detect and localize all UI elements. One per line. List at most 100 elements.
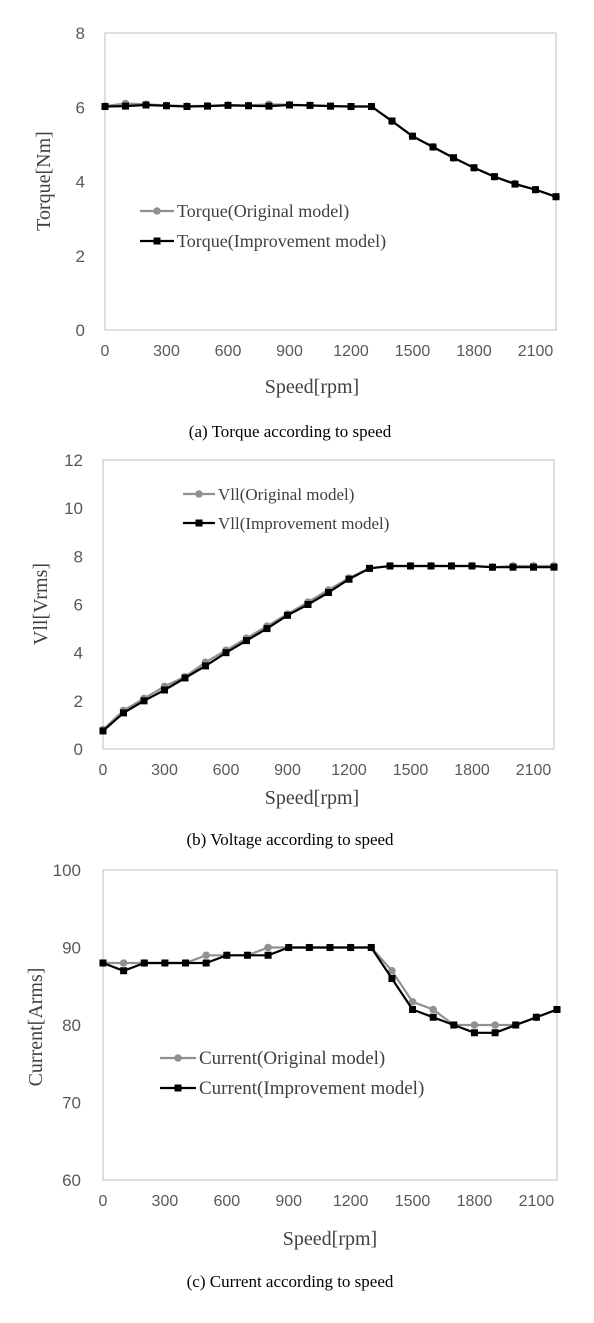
data-point <box>367 944 375 951</box>
x-tick-label: 300 <box>152 1193 179 1210</box>
data-point <box>450 1021 458 1029</box>
series-line <box>103 946 558 1027</box>
legend-marker <box>174 1054 182 1062</box>
data-point <box>264 951 272 959</box>
data-point <box>388 975 396 982</box>
y-tick-label: 8 <box>76 24 85 43</box>
data-point <box>120 967 128 975</box>
x-tick-label: 1800 <box>457 1193 493 1210</box>
series-original <box>101 99 560 201</box>
legend-label: Torque(Improvement model) <box>177 231 386 252</box>
data-point <box>202 951 210 960</box>
x-tick-label: 1500 <box>395 343 431 360</box>
x-tick-label: 1200 <box>333 343 369 360</box>
data-point <box>408 997 417 1006</box>
data-point <box>429 1013 437 1021</box>
data-point <box>450 154 457 162</box>
data-point <box>368 103 375 111</box>
data-point <box>388 117 396 125</box>
data-point <box>325 588 332 596</box>
y-tick-label: 4 <box>76 173 85 192</box>
data-point <box>202 959 210 967</box>
data-point <box>182 959 190 967</box>
legend-label: Torque(Original model) <box>177 201 349 222</box>
x-tick-label: 900 <box>275 1193 302 1210</box>
data-point <box>304 601 312 608</box>
x-tick-label: 2100 <box>516 762 552 779</box>
legend-label: Vll(Improvement model) <box>218 514 389 533</box>
data-point <box>470 1021 479 1029</box>
data-point <box>347 944 355 951</box>
data-point <box>161 686 168 694</box>
chart-panel-3: 0 300 600 900 1200 1500 1800 2100 60 70 80 90 100 Spe… <box>25 861 561 1250</box>
data-point <box>429 143 437 151</box>
data-point <box>468 562 476 570</box>
data-point <box>491 173 498 181</box>
data-point <box>119 959 128 967</box>
x-tick-label: 0 <box>101 343 110 360</box>
legend-marker <box>153 237 161 245</box>
x-tick-label: 600 <box>213 762 240 779</box>
data-point <box>345 575 353 583</box>
data-point <box>243 951 251 959</box>
data-point <box>140 959 148 967</box>
x-tick-label: 1800 <box>456 343 492 360</box>
x-tick-label: 2100 <box>518 343 554 360</box>
data-point <box>532 1013 540 1021</box>
legend: Vll(Original model) Vll(Improvement model… <box>183 485 389 533</box>
plot-area-border <box>102 459 555 750</box>
data-point <box>491 1029 499 1037</box>
data-point <box>99 727 107 735</box>
x-tick-label: 1800 <box>454 762 490 779</box>
data-point <box>243 637 250 645</box>
x-tick-label: 0 <box>99 762 108 779</box>
x-tick-label: 600 <box>213 1193 240 1210</box>
data-point <box>553 1006 561 1013</box>
data-point <box>265 102 273 110</box>
x-axis-title: Speed[rpm] <box>265 787 359 809</box>
legend: Torque(Original model) Torque(Improvement… <box>140 201 386 252</box>
y-tick-label: 10 <box>64 499 83 518</box>
chart-panel-2: 0 300 600 900 1200 1500 1800 2100 0 2 4 6 8 10 12 Speed… <box>30 451 558 809</box>
series-improvement <box>101 101 560 201</box>
data-point <box>347 103 355 111</box>
x-tick-label: 1500 <box>395 1193 431 1210</box>
series-line <box>104 103 557 198</box>
data-point <box>511 180 519 188</box>
plot-area-border <box>102 869 558 1181</box>
data-point <box>122 102 129 110</box>
y-axis-title: Current[Arms] <box>25 968 47 1087</box>
data-point <box>222 649 230 657</box>
data-point <box>183 103 191 111</box>
data-point <box>409 132 416 140</box>
data-point <box>388 966 396 975</box>
legend: Current(Original model) Current(Improveme… <box>160 1048 424 1099</box>
series-line <box>104 102 557 198</box>
y-tick-label: 0 <box>74 740 83 759</box>
data-point <box>386 562 394 570</box>
x-tick-label: 0 <box>99 1193 108 1210</box>
data-point <box>142 101 150 109</box>
data-point <box>245 102 252 110</box>
data-point <box>224 101 232 109</box>
data-point <box>552 193 560 201</box>
y-tick-label: 80 <box>62 1016 81 1035</box>
data-point <box>509 563 517 571</box>
series-original <box>99 562 558 734</box>
legend-marker <box>195 519 203 527</box>
data-point <box>101 103 109 111</box>
data-point <box>532 186 539 194</box>
legend-label: Current(Improvement model) <box>199 1078 424 1099</box>
figure-caption: (c) Current according to speed <box>187 1272 394 1291</box>
data-point <box>284 611 291 619</box>
data-point <box>512 1021 520 1029</box>
legend-marker <box>195 490 203 498</box>
data-point <box>366 564 373 572</box>
figure-caption: (a) Torque according to speed <box>189 422 392 441</box>
data-point <box>161 959 169 967</box>
x-tick-label: 900 <box>276 343 303 360</box>
data-point <box>286 101 293 109</box>
x-axis-title: Speed[rpm] <box>265 376 359 398</box>
data-point <box>491 1021 499 1029</box>
